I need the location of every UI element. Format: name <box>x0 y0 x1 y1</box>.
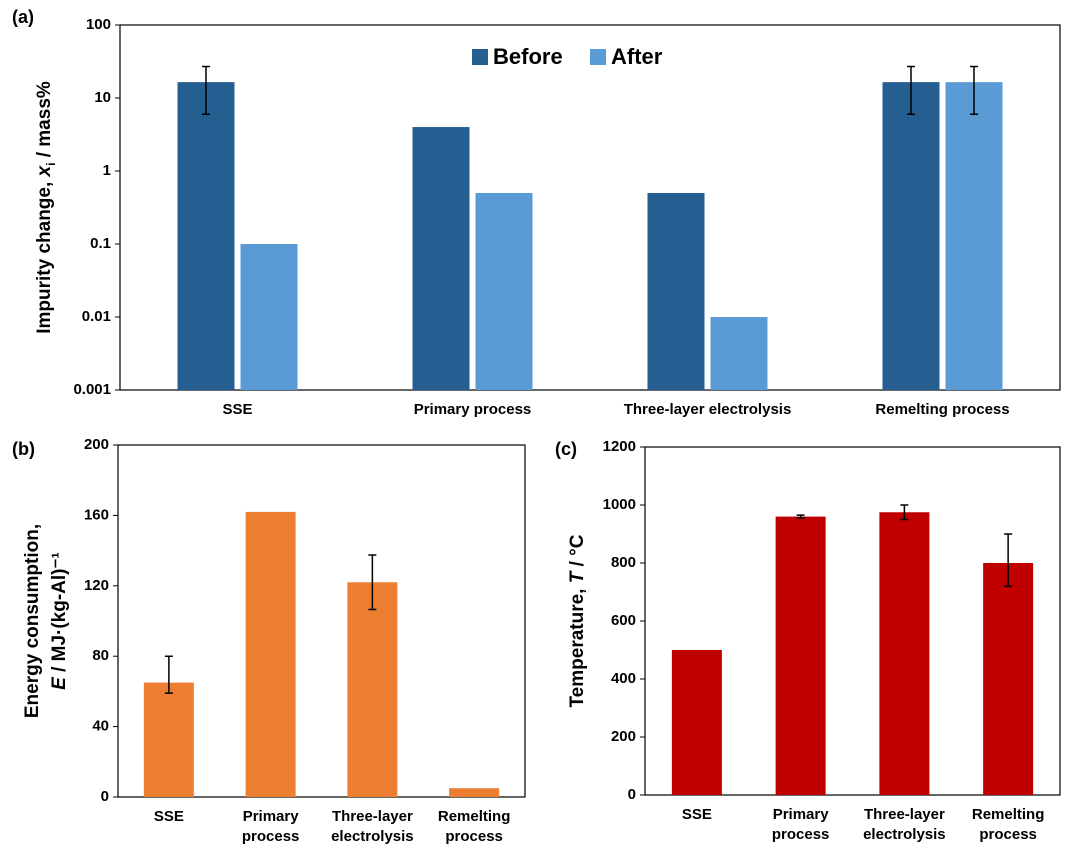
x-tick-label: Primary <box>243 808 300 825</box>
y-axis-label: Temperature, T / °C <box>567 534 588 707</box>
y-axis-label-part: Impurity change, <box>34 176 55 333</box>
bar <box>882 82 940 391</box>
bar <box>945 82 1003 391</box>
x-tick-label: process <box>242 828 300 845</box>
y-tick-label: 0.01 <box>82 308 111 325</box>
error-bar <box>970 65 978 115</box>
y-tick-label: 800 <box>611 554 636 571</box>
y-axis-label: E / MJ·(kg-Al)⁻¹ <box>49 552 70 690</box>
bar <box>879 512 930 795</box>
bar <box>647 192 705 390</box>
x-tick-label: Primary process <box>414 401 532 418</box>
y-tick-label: 1 <box>103 162 111 179</box>
plot-frame <box>119 24 1061 391</box>
bar <box>143 682 194 797</box>
error-bar <box>796 514 805 519</box>
bar <box>177 82 235 391</box>
y-axis-label-part: / °C <box>567 534 588 571</box>
x-tick-label: SSE <box>154 808 184 825</box>
y-axis-label-part: x <box>34 164 55 177</box>
y-tick-label: 100 <box>86 16 111 33</box>
error-bar <box>1004 533 1013 587</box>
legend-swatch <box>590 49 606 65</box>
legend-swatch <box>472 49 488 65</box>
y-tick-label: 0 <box>628 786 636 803</box>
plot-frame <box>117 444 526 798</box>
x-tick-label: Three-layer <box>332 808 413 825</box>
y-axis-label-part: E <box>49 676 70 690</box>
x-tick-label: Primary <box>773 806 830 823</box>
y-tick-label: 0.001 <box>73 381 111 398</box>
bar <box>449 788 500 797</box>
x-tick-label: Remelting <box>972 806 1045 823</box>
error-bar <box>907 65 915 115</box>
x-tick-label: electrolysis <box>331 828 414 845</box>
x-tick-label: SSE <box>222 401 252 418</box>
y-tick-label: 10 <box>94 89 111 106</box>
y-tick-label: 600 <box>611 612 636 629</box>
error-bar <box>900 504 909 521</box>
y-tick-label: 200 <box>84 436 109 453</box>
x-tick-label: process <box>445 828 503 845</box>
y-tick-label: 0 <box>101 788 109 805</box>
y-tick-label: 40 <box>92 718 109 735</box>
y-tick-label: 80 <box>92 647 109 664</box>
y-axis-label: Energy consumption, <box>22 524 43 718</box>
bar <box>412 127 470 390</box>
y-tick-label: 1000 <box>603 496 636 513</box>
bar <box>983 563 1034 795</box>
y-tick-label: 160 <box>84 506 109 523</box>
bar <box>671 650 722 795</box>
error-bar <box>202 65 210 115</box>
y-tick-label: 120 <box>84 577 109 594</box>
bar <box>347 582 398 797</box>
error-bar <box>164 655 173 694</box>
x-tick-label: Three-layer <box>864 806 945 823</box>
bar <box>240 244 298 390</box>
x-tick-label: Remelting process <box>875 401 1009 418</box>
y-tick-label: 400 <box>611 670 636 687</box>
x-tick-label: process <box>772 826 830 843</box>
y-axis-label-part: Energy consumption, <box>22 524 43 718</box>
panel-label: (b) <box>12 439 35 459</box>
panel-label: (a) <box>12 7 34 27</box>
bar <box>710 317 768 390</box>
y-tick-label: 1200 <box>603 438 636 455</box>
y-tick-label: 0.1 <box>90 235 111 252</box>
y-axis-label-part: Temperature, <box>567 583 588 707</box>
y-axis-label-part: i <box>44 163 58 166</box>
bar <box>245 511 296 797</box>
bar <box>475 192 533 390</box>
x-tick-label: SSE <box>682 806 712 823</box>
y-axis-label: Impurity change, xi / mass% <box>34 81 58 334</box>
y-axis-label-part: / MJ·(kg-Al)⁻¹ <box>49 552 70 677</box>
x-tick-label: process <box>979 826 1037 843</box>
bar <box>775 516 826 795</box>
y-axis-label-part: T <box>567 570 588 583</box>
legend-label: Before <box>493 44 563 69</box>
x-tick-label: Remelting <box>438 808 511 825</box>
y-tick-label: 200 <box>611 728 636 745</box>
y-axis-label-part: / mass% <box>34 81 55 162</box>
legend-label: After <box>611 44 663 69</box>
panel-label: (c) <box>555 439 577 459</box>
error-bar <box>368 554 377 611</box>
x-tick-label: electrolysis <box>863 826 946 843</box>
x-tick-label: Three-layer electrolysis <box>624 401 792 418</box>
